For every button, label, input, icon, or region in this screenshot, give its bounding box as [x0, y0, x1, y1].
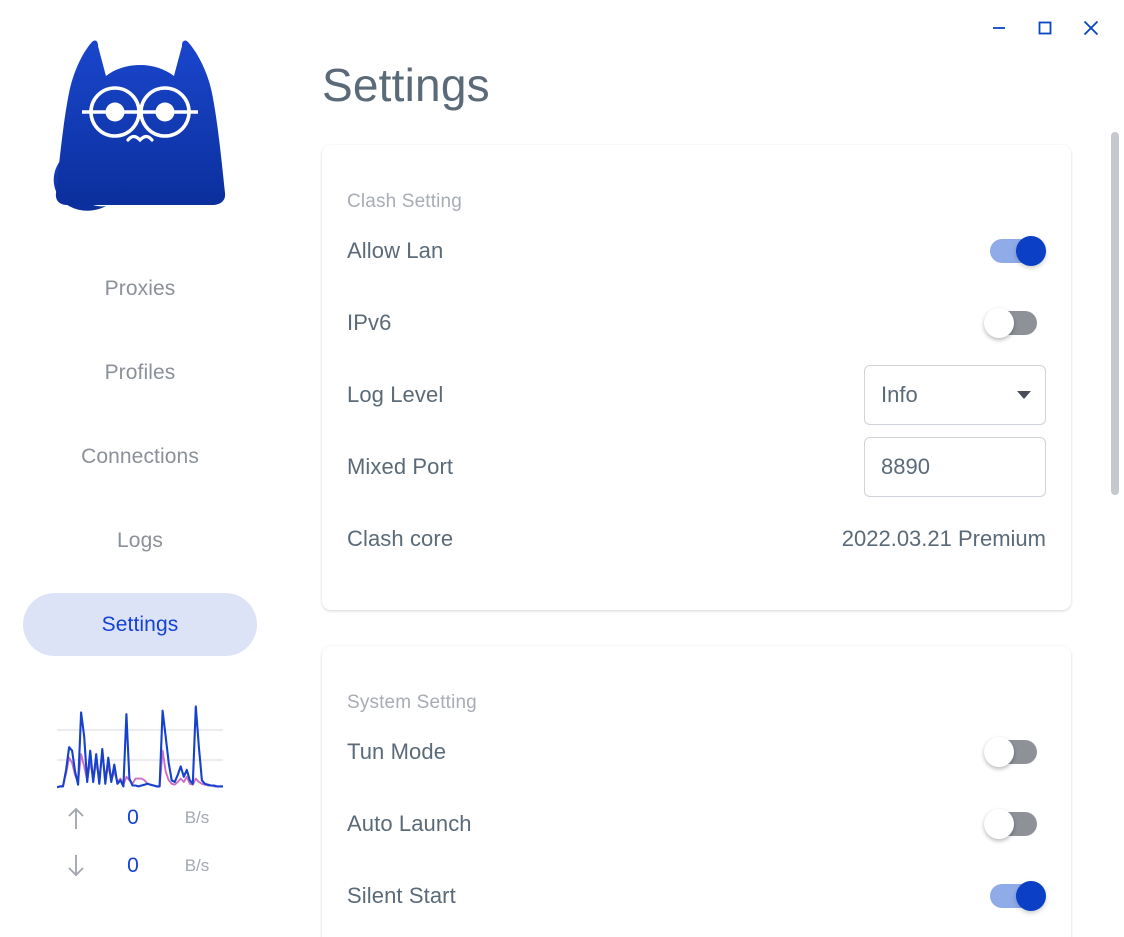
row-label: Allow Lan	[347, 238, 444, 263]
sidebar-item-label: Profiles	[104, 360, 176, 384]
sidebar-item-connections[interactable]: Connections	[23, 425, 257, 488]
sidebar-item-profiles[interactable]: Profiles	[23, 341, 257, 404]
sidebar-item-logs[interactable]: Logs	[23, 509, 257, 572]
download-speed-value: 0	[127, 854, 139, 877]
sidebar-item-label: Logs	[117, 528, 163, 552]
main-content: Settings Clash Setting Allow Lan IPv6	[280, 0, 1124, 937]
row-auto-launch: Auto Launch	[347, 788, 1046, 860]
row-mixed-port: Mixed Port	[347, 431, 1046, 503]
clash-verge-cat-logo-icon	[53, 40, 226, 211]
window-controls	[976, 0, 1124, 56]
sidebar-item-label: Connections	[81, 444, 199, 468]
auto-launch-switch[interactable]	[984, 805, 1046, 843]
app-logo	[35, 10, 245, 225]
chevron-down-icon	[1017, 391, 1031, 399]
ipv6-switch[interactable]	[984, 304, 1046, 342]
row-clash-core: Clash core 2022.03.21 Premium	[347, 503, 1046, 575]
close-button[interactable]	[1068, 6, 1114, 50]
row-label: IPv6	[347, 310, 392, 335]
minimize-button[interactable]	[976, 6, 1022, 50]
chart-line-download	[57, 705, 223, 789]
maximize-button[interactable]	[1022, 6, 1068, 50]
up-arrow-icon	[55, 805, 97, 831]
system-setting-heading: System Setting	[347, 692, 477, 713]
mixed-port-input[interactable]	[881, 454, 1029, 480]
clash-core-version: 2022.03.21 Premium	[841, 526, 1046, 551]
row-label: Mixed Port	[347, 454, 454, 479]
row-label: Auto Launch	[347, 811, 472, 836]
traffic-chart	[57, 705, 223, 789]
row-label: Silent Start	[347, 883, 456, 908]
switch-thumb	[1016, 236, 1046, 266]
switch-thumb	[984, 737, 1014, 767]
row-label: Tun Mode	[347, 739, 447, 764]
tun-mode-switch[interactable]	[984, 733, 1046, 771]
upload-speed-value: 0	[127, 806, 139, 829]
upload-speed-row: 0 B/s	[55, 805, 225, 831]
row-label: Clash core	[347, 526, 454, 551]
switch-thumb	[984, 809, 1014, 839]
row-allow-lan: Allow Lan	[347, 215, 1046, 287]
row-log-level: Log Level Info	[347, 359, 1046, 431]
row-label: Log Level	[347, 382, 444, 407]
sidebar-item-settings[interactable]: Settings	[23, 593, 257, 656]
main-scrollbar-track[interactable]	[1111, 120, 1119, 920]
sidebar: Proxies Profiles Connections Logs Settin…	[0, 0, 280, 937]
speed-indicators: 0 B/s 0 B/s	[55, 805, 225, 879]
row-tun-mode: Tun Mode	[347, 716, 1046, 788]
main-scrollbar-thumb[interactable]	[1111, 132, 1119, 495]
traffic-widget: 0 B/s 0 B/s	[55, 698, 225, 879]
page-title: Settings	[322, 59, 490, 111]
log-level-select[interactable]: Info	[864, 365, 1046, 425]
download-speed-row: 0 B/s	[55, 853, 225, 879]
minimize-icon	[993, 27, 1005, 29]
allow-lan-switch[interactable]	[984, 232, 1046, 270]
sidebar-nav: Proxies Profiles Connections Logs Settin…	[23, 257, 257, 656]
settings-scroll-area: Clash Setting Allow Lan IPv6	[280, 130, 1124, 937]
upload-speed-unit: B/s	[184, 808, 210, 827]
sidebar-item-label: Settings	[101, 612, 179, 636]
clash-setting-card: Clash Setting Allow Lan IPv6	[322, 145, 1071, 610]
row-ipv6: IPv6	[347, 287, 1046, 359]
down-arrow-icon	[55, 853, 97, 879]
switch-thumb	[984, 308, 1014, 338]
switch-thumb	[1016, 881, 1046, 911]
sidebar-item-label: Proxies	[104, 276, 176, 300]
row-silent-start: Silent Start	[347, 860, 1046, 932]
maximize-icon	[1038, 21, 1052, 35]
chart-line-upload	[57, 749, 223, 789]
download-speed-unit: B/s	[184, 856, 210, 875]
mixed-port-field[interactable]	[864, 437, 1046, 497]
log-level-value: Info	[881, 382, 918, 407]
silent-start-switch[interactable]	[984, 877, 1046, 915]
sidebar-item-proxies[interactable]: Proxies	[23, 257, 257, 320]
clash-setting-heading: Clash Setting	[347, 191, 462, 212]
system-setting-card: System Setting Tun Mode Auto Launch	[322, 646, 1071, 937]
close-icon	[1083, 20, 1099, 36]
